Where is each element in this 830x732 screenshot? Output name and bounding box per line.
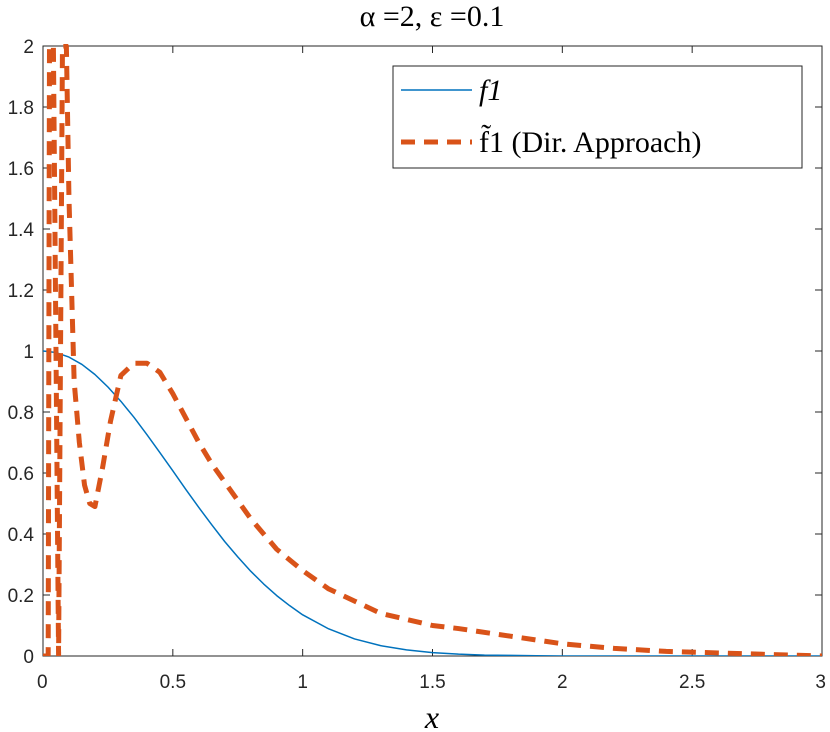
x-tick-label: 0 <box>37 672 48 693</box>
legend: f1 f̃1 (Dir. Approach) <box>392 65 803 169</box>
y-axis: 0 0.2 0.4 0.6 0.8 1 1.2 1.4 1.6 1.8 2 <box>8 37 822 668</box>
legend-label-f1-tilde: f̃1 (Dir. Approach) <box>479 125 701 159</box>
x-axis: 0 0.5 1 1.5 2 2.5 3 <box>37 46 826 693</box>
y-tick-label: 0 <box>23 647 34 668</box>
series-line-f1-tilde <box>43 44 822 656</box>
series-group <box>43 44 822 656</box>
y-tick-label: 2 <box>23 37 34 58</box>
legend-box <box>392 65 803 169</box>
y-tick-label: 1.4 <box>8 220 35 241</box>
x-tick-label: 2 <box>557 672 568 693</box>
legend-label-f1: f1 <box>479 74 502 107</box>
y-tick-label: 0.2 <box>8 586 34 607</box>
y-tick-label: 1.8 <box>8 98 34 119</box>
x-tick-label: 0.5 <box>160 672 186 693</box>
x-tick-label: 1.5 <box>419 672 445 693</box>
y-tick-label: 0.6 <box>8 464 34 485</box>
series-line-f1 <box>43 350 822 656</box>
y-tick-label: 0.8 <box>8 403 34 424</box>
y-tick-label: 1 <box>23 342 34 363</box>
y-tick-label: 1.6 <box>8 159 34 180</box>
y-tick-label: 0.4 <box>8 525 35 546</box>
x-tick-label: 2.5 <box>679 672 705 693</box>
y-tick-label: 1.2 <box>8 281 34 302</box>
x-axis-label: x <box>424 699 439 732</box>
x-tick-label: 3 <box>815 672 826 693</box>
chart-title: α =2, ε =0.1 <box>360 0 505 33</box>
x-tick-label: 1 <box>297 672 308 693</box>
